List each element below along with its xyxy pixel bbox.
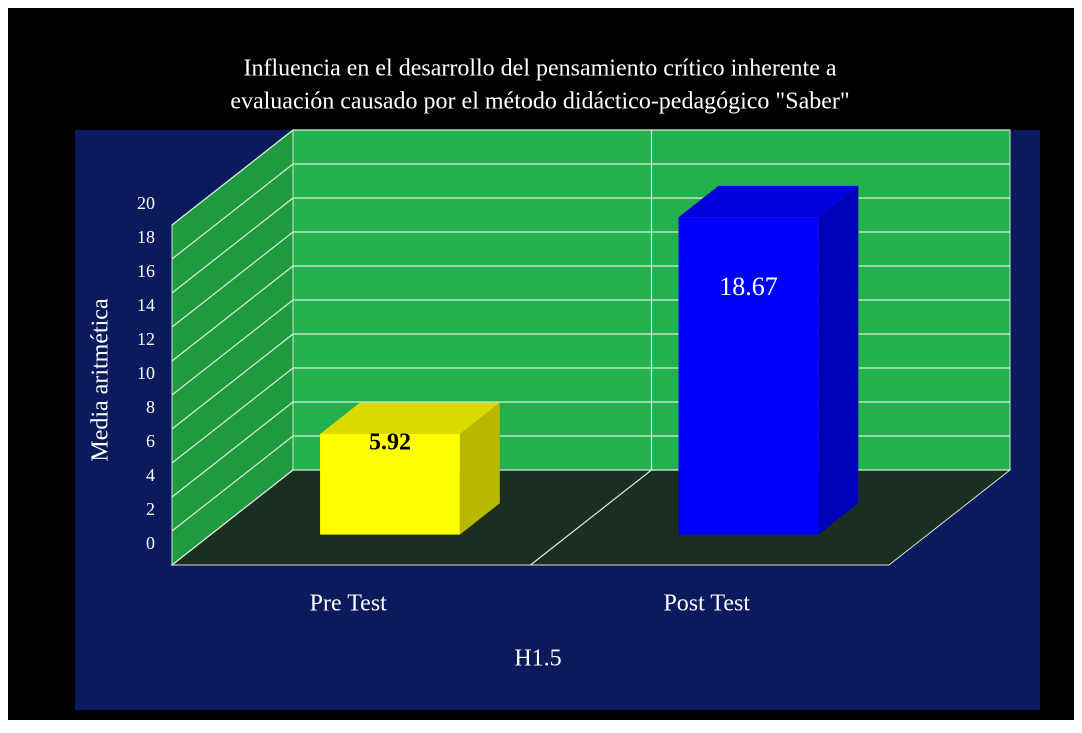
grid-line: [171, 469, 294, 566]
y-tick-label: 2: [146, 499, 155, 519]
y-tick-label: 0: [146, 533, 155, 553]
bar-side: [818, 185, 859, 535]
bar-top: [320, 402, 500, 434]
grid-line: [171, 163, 294, 260]
grid-line: [171, 401, 294, 498]
grid-line: [171, 231, 294, 328]
chart-title: evaluación causado por el método didácti…: [230, 89, 849, 115]
grid-line: [171, 333, 294, 430]
y-axis-title: Media aritmética: [88, 298, 114, 462]
y-tick-label: 8: [146, 397, 155, 417]
grid-line: [171, 299, 294, 396]
x-axis-title: H1.5: [514, 646, 561, 672]
category-divider: [530, 469, 652, 566]
grid-line: [171, 435, 294, 532]
x-tick-label: Pre Test: [310, 591, 388, 617]
bar: [320, 433, 460, 535]
y-tick-label: 4: [146, 465, 155, 485]
grid-line: [171, 367, 294, 464]
data-label: 5.92: [369, 429, 411, 455]
grid-line: [171, 129, 294, 226]
data-label: 18.67: [719, 272, 778, 301]
bar: [678, 217, 819, 535]
y-tick-label: 6: [146, 431, 155, 451]
grid: [171, 129, 1010, 566]
grid-line: [171, 197, 294, 294]
y-tick-label: 20: [137, 193, 155, 213]
x-tick-label: Post Test: [663, 591, 750, 617]
chart-title: Influencia en el desarrollo del pensamie…: [243, 56, 836, 82]
y-tick-label: 10: [137, 363, 155, 383]
y-tick-label: 18: [137, 227, 155, 247]
bar-side: [459, 402, 500, 535]
y-tick-label: 16: [137, 261, 155, 281]
grid-line: [171, 265, 294, 362]
bar-top: [678, 185, 859, 218]
y-tick-label: 14: [137, 295, 155, 315]
y-tick-label: 12: [137, 329, 155, 349]
bars: 5.92 18.67: [320, 185, 859, 535]
